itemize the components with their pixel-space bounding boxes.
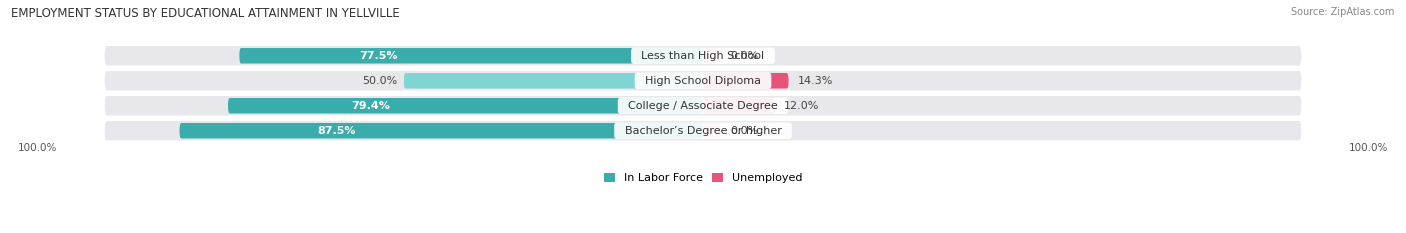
Text: 77.5%: 77.5% xyxy=(359,51,398,61)
Text: High School Diploma: High School Diploma xyxy=(638,76,768,86)
FancyBboxPatch shape xyxy=(228,98,703,113)
Text: 50.0%: 50.0% xyxy=(363,76,398,86)
Text: 0.0%: 0.0% xyxy=(730,126,758,136)
FancyBboxPatch shape xyxy=(703,48,721,64)
FancyBboxPatch shape xyxy=(703,73,789,89)
Text: 14.3%: 14.3% xyxy=(797,76,832,86)
FancyBboxPatch shape xyxy=(104,71,1302,90)
FancyBboxPatch shape xyxy=(703,98,775,113)
FancyBboxPatch shape xyxy=(180,123,703,138)
FancyBboxPatch shape xyxy=(404,73,703,89)
Text: 0.0%: 0.0% xyxy=(730,51,758,61)
FancyBboxPatch shape xyxy=(104,96,1302,116)
Text: Bachelor’s Degree or higher: Bachelor’s Degree or higher xyxy=(617,126,789,136)
FancyBboxPatch shape xyxy=(104,46,1302,65)
FancyBboxPatch shape xyxy=(104,121,1302,140)
Text: 12.0%: 12.0% xyxy=(783,101,820,111)
FancyBboxPatch shape xyxy=(703,123,721,138)
Text: EMPLOYMENT STATUS BY EDUCATIONAL ATTAINMENT IN YELLVILLE: EMPLOYMENT STATUS BY EDUCATIONAL ATTAINM… xyxy=(11,7,399,20)
Text: Less than High School: Less than High School xyxy=(634,51,772,61)
FancyBboxPatch shape xyxy=(239,48,703,64)
Legend: In Labor Force, Unemployed: In Labor Force, Unemployed xyxy=(599,168,807,188)
Text: 100.0%: 100.0% xyxy=(1348,143,1388,153)
Text: College / Associate Degree: College / Associate Degree xyxy=(621,101,785,111)
Text: 100.0%: 100.0% xyxy=(18,143,58,153)
Text: 87.5%: 87.5% xyxy=(318,126,356,136)
Text: 79.4%: 79.4% xyxy=(352,101,389,111)
Text: Source: ZipAtlas.com: Source: ZipAtlas.com xyxy=(1291,7,1395,17)
